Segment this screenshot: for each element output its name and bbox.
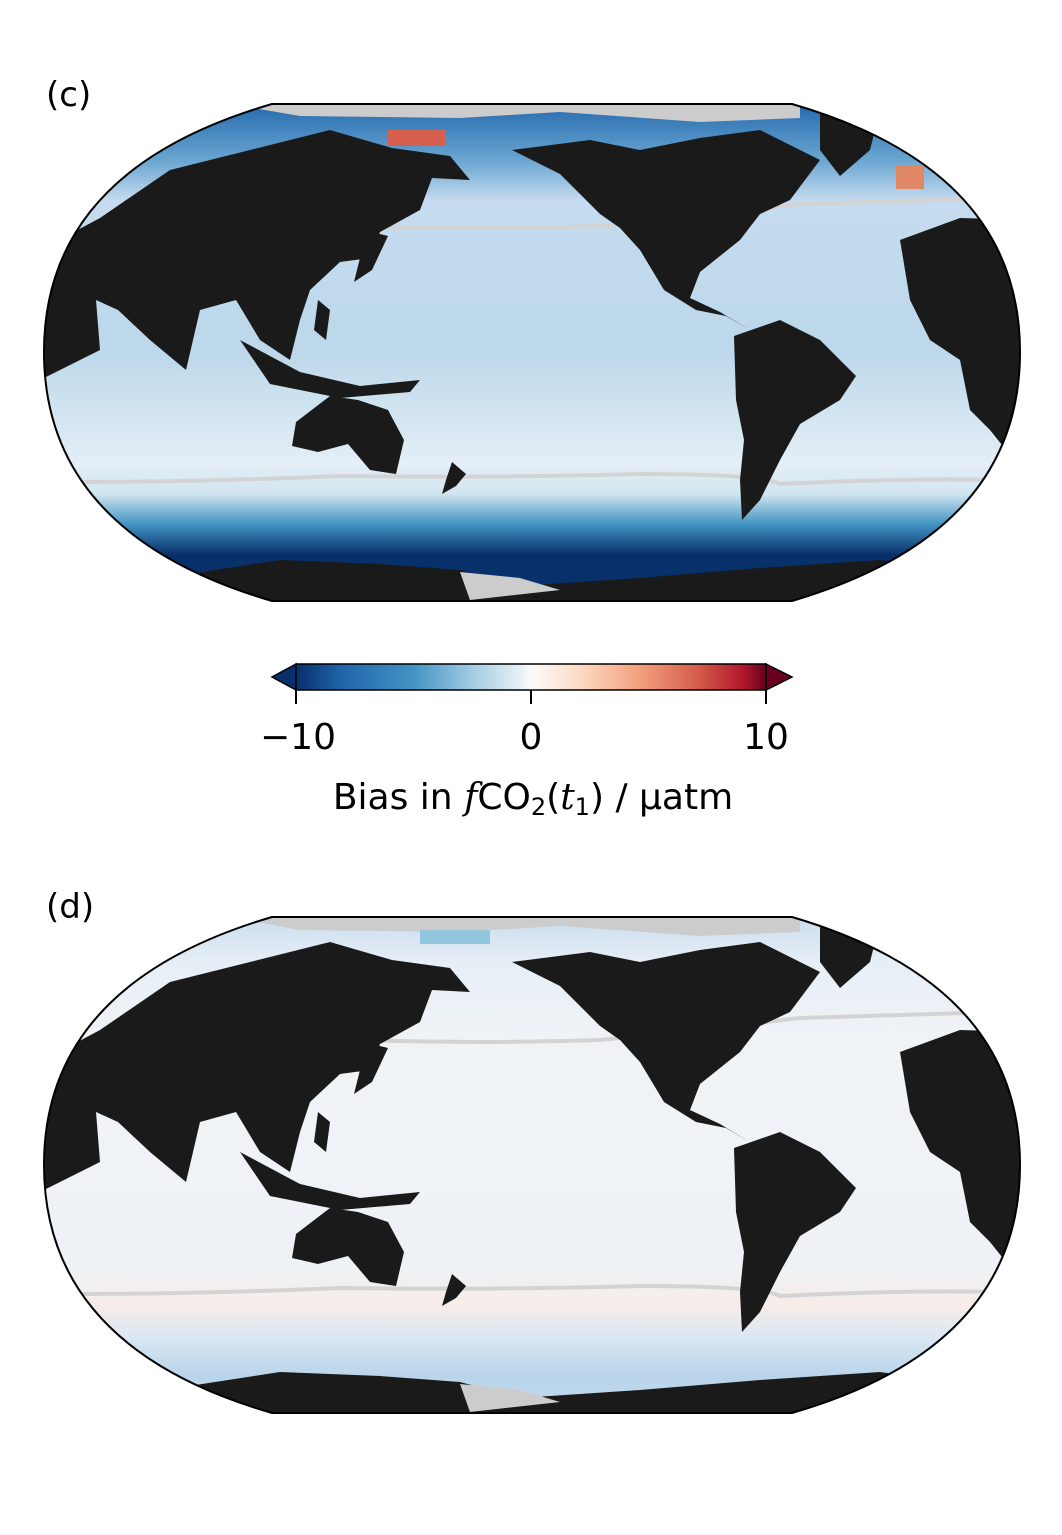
- land-south-america: [734, 320, 856, 520]
- land-philippines: [314, 300, 330, 340]
- colorbar-extend-high: [765, 662, 794, 692]
- colorbar-title: Bias in fCO2(t1) / µatm: [332, 777, 734, 821]
- land-australia: [292, 1208, 404, 1286]
- land-north-america: [512, 130, 820, 330]
- bias-hotspot: [388, 130, 446, 146]
- bias-hotspot: [896, 165, 924, 189]
- land-japan: [354, 1044, 388, 1094]
- colorbar-tick-label: −10: [260, 717, 336, 758]
- colorbar-title-t: t: [560, 777, 575, 818]
- land-north-america: [512, 942, 820, 1142]
- bias-map-d: [42, 916, 1022, 1414]
- land-philippines: [314, 1112, 330, 1152]
- panel-label-d: (d): [46, 887, 95, 927]
- colorbar-title-co: CO: [477, 777, 531, 818]
- land-antarctica: [100, 560, 1000, 601]
- arctic-ice: [230, 104, 800, 122]
- colorbar: [270, 662, 794, 704]
- land-japan: [354, 232, 388, 282]
- land-eurasia: [44, 130, 470, 380]
- polar-front-south: [79, 471, 1001, 487]
- land-eurasia: [44, 942, 470, 1192]
- land-africa: [900, 1030, 1020, 1292]
- colorbar-tick-label: 10: [743, 717, 789, 758]
- colorbar-title-suffix: ) / µatm: [589, 777, 734, 818]
- colorbar-title-sub1: 1: [574, 793, 590, 821]
- land-indonesia: [240, 1152, 420, 1210]
- colorbar-tick-label: 0: [519, 717, 543, 758]
- land-new-zealand: [442, 1274, 466, 1306]
- land-africa: [900, 218, 1020, 480]
- colorbar-title-paren: (: [546, 777, 561, 818]
- land-australia: [292, 396, 404, 474]
- colorbar-title-sub2: 2: [530, 793, 547, 821]
- bias-hotspot: [420, 930, 490, 944]
- land-new-zealand: [442, 462, 466, 494]
- ocean-field: [44, 917, 1020, 1413]
- bias-map-c: [42, 103, 1022, 602]
- panel-label-c: (c): [46, 75, 92, 115]
- land-antarctica: [100, 1372, 1000, 1413]
- antarctic-ice: [460, 1384, 560, 1412]
- land-indonesia: [240, 340, 420, 398]
- arctic-ice: [230, 917, 800, 936]
- land-south-america: [734, 1132, 856, 1332]
- polar-front-south: [79, 1283, 1001, 1299]
- antarctic-ice: [460, 572, 560, 600]
- colorbar-title-prefix: Bias in: [332, 777, 465, 818]
- colorbar-title-f: f: [464, 777, 478, 818]
